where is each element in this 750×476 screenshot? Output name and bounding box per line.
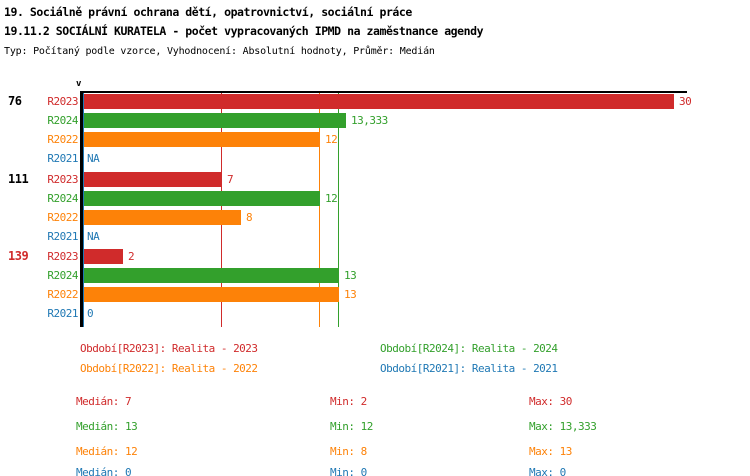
- series-label: R2024: [47, 192, 78, 205]
- max-cell-r2023: Max: 30: [529, 395, 572, 408]
- bar-value-label: 7: [227, 173, 234, 186]
- max-cell-r2024: Max: 13,333: [529, 420, 597, 433]
- legend-item-r2021: Období[R2021]: Realita - 2021: [380, 362, 558, 375]
- median-cell-r2022: Medián: 12: [76, 445, 138, 458]
- bar-r2022: [84, 287, 339, 302]
- median-line-r2022: [318, 93, 320, 327]
- min-cell-r2021: Min: 0: [330, 466, 367, 476]
- bar-value-label: 12: [325, 133, 338, 146]
- bar-value-label: NA: [87, 152, 100, 165]
- series-label: R2024: [47, 269, 78, 282]
- legend-item-r2024: Období[R2024]: Realita - 2024: [380, 342, 558, 355]
- series-label: R2023: [47, 95, 78, 108]
- series-label: R2021: [47, 307, 78, 320]
- bar-r2024: [84, 268, 339, 283]
- series-label: R2022: [47, 288, 78, 301]
- legend-item-r2023: Období[R2023]: Realita - 2023: [80, 342, 258, 355]
- group-label: 76: [8, 94, 22, 108]
- chart-subtitle: 19.11.2 SOCIÁLNÍ KURATELA - počet vyprac…: [4, 24, 484, 38]
- median-cell-r2024: Medián: 13: [76, 420, 138, 433]
- legend-item-r2022: Období[R2022]: Realita - 2022: [80, 362, 258, 375]
- x-axis-top-line: [80, 91, 687, 93]
- bar-value-label: 13: [344, 269, 357, 282]
- bar-r2023: [84, 172, 222, 187]
- group-label: 111: [8, 172, 29, 186]
- median-line-r2021: [83, 93, 84, 327]
- group-label: 139: [8, 249, 29, 263]
- series-label: R2021: [47, 152, 78, 165]
- bar-r2023: [84, 94, 674, 109]
- bar-r2024: [84, 113, 346, 128]
- max-cell-r2021: Max: 0: [529, 466, 566, 476]
- min-cell-r2024: Min: 12: [330, 420, 373, 433]
- series-label: R2024: [47, 114, 78, 127]
- series-label: R2021: [47, 230, 78, 243]
- bar-r2022: [84, 132, 320, 147]
- y-axis-line: [80, 91, 83, 327]
- bar-value-label: 0: [87, 307, 94, 320]
- series-label: R2023: [47, 173, 78, 186]
- series-label: R2023: [47, 250, 78, 263]
- bar-r2024: [84, 191, 320, 206]
- bar-value-label: 13: [344, 288, 357, 301]
- bar-r2022: [84, 210, 241, 225]
- min-cell-r2023: Min: 2: [330, 395, 367, 408]
- bar-value-label: 30: [679, 95, 692, 108]
- bar-value-label: 13,333: [351, 114, 388, 127]
- bar-value-label: 2: [128, 250, 135, 263]
- median-cell-r2023: Medián: 7: [76, 395, 132, 408]
- series-label: R2022: [47, 133, 78, 146]
- min-cell-r2022: Min: 8: [330, 445, 367, 458]
- axis-origin-marker: v: [76, 79, 82, 89]
- bar-value-label: NA: [87, 230, 100, 243]
- bar-value-label: 12: [325, 192, 338, 205]
- bar-r2023: [84, 249, 123, 264]
- median-cell-r2021: Medián: 0: [76, 466, 132, 476]
- max-cell-r2022: Max: 13: [529, 445, 572, 458]
- chart-meta: Typ: Počítaný podle vzorce, Vyhodnocení:…: [4, 46, 435, 57]
- median-line-r2024: [338, 93, 340, 327]
- chart-title: 19. Sociálně právní ochrana dětí, opatro…: [4, 5, 412, 19]
- bar-value-label: 8: [246, 211, 253, 224]
- series-label: R2022: [47, 211, 78, 224]
